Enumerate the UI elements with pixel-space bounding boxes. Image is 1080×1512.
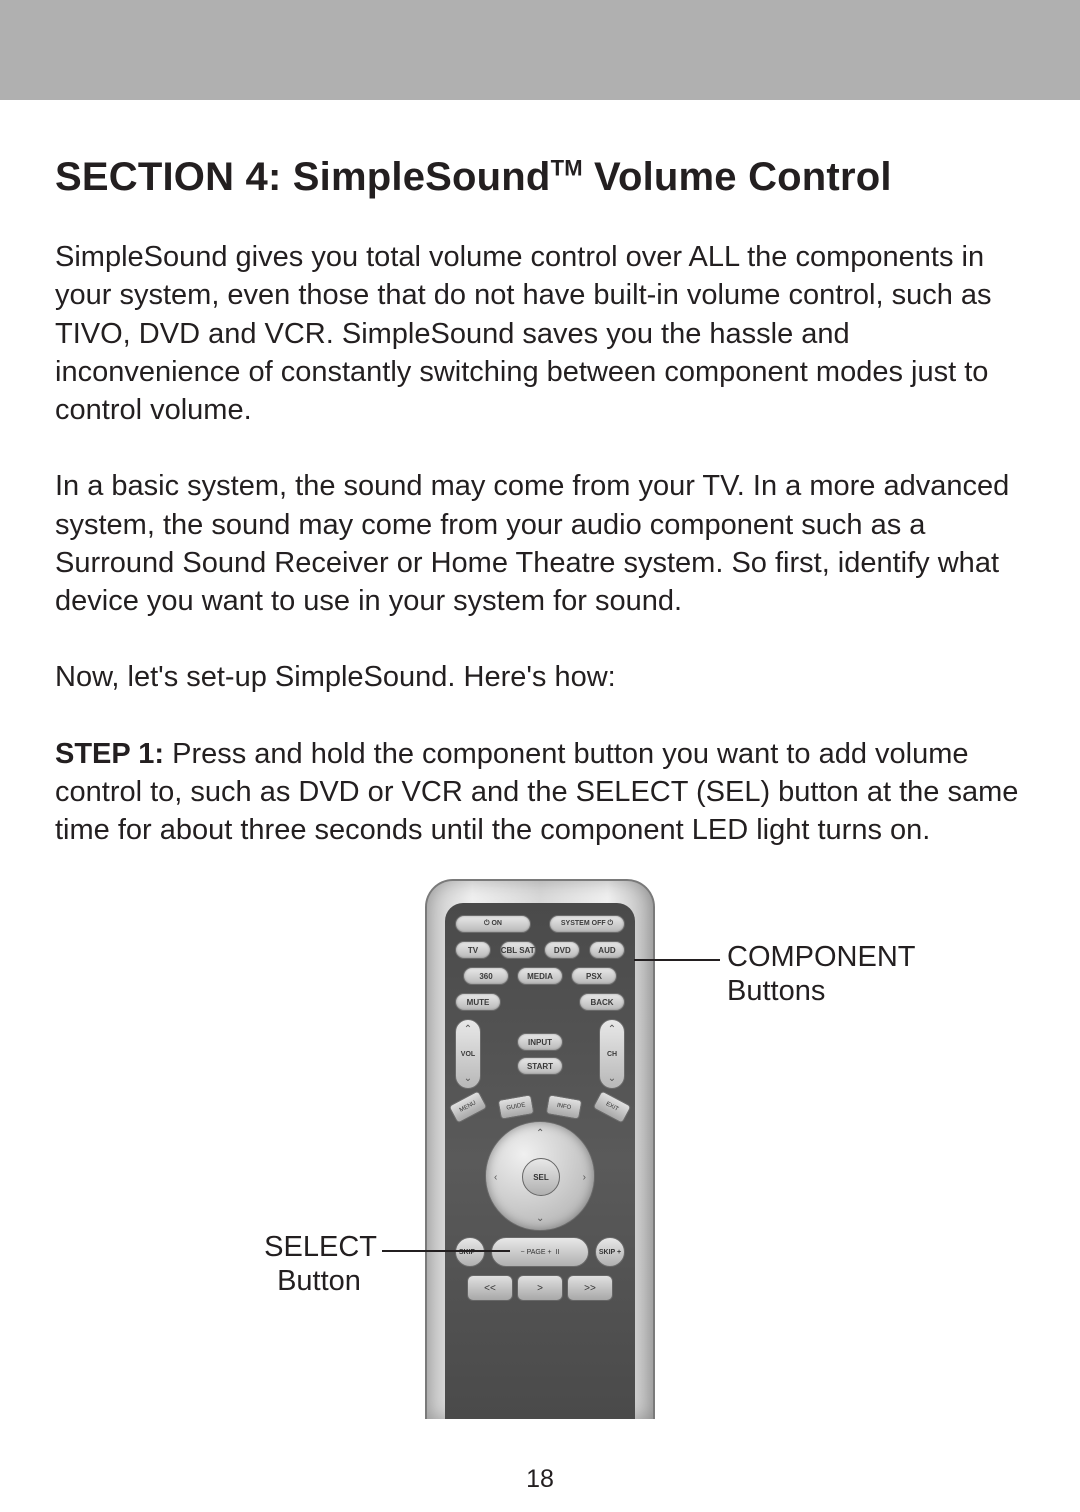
dpad-down-icon: ⌄ [536, 1213, 544, 1224]
system-off-button: SYSTEM OFF ⏻ [549, 915, 625, 933]
heading-tm: TM [551, 156, 583, 181]
on-button: ⏻ ON [455, 915, 531, 933]
callout-line-select [382, 1250, 510, 1252]
row-mute-back: MUTE BACK [455, 993, 625, 1011]
callout-component: COMPONENT Buttons [727, 941, 916, 1008]
exit-button: EXIT [592, 1091, 631, 1125]
x360-button: 360 [463, 967, 509, 985]
psx-button: PSX [571, 967, 617, 985]
page-label: − PAGE + [521, 1249, 552, 1256]
dpad-left-icon: ‹ [494, 1172, 497, 1183]
menu-button: MENU [448, 1091, 487, 1125]
ch-label: CH [607, 1051, 617, 1058]
rewind-button: << [467, 1275, 513, 1301]
heading-pre: SECTION 4: SimpleSound [55, 155, 551, 199]
vol-up-icon: ⌃ [464, 1024, 472, 1035]
vol-rocker: ⌃ VOL ⌄ [455, 1019, 481, 1089]
section-heading: SECTION 4: SimpleSoundTM Volume Control [55, 155, 1025, 200]
header-bar [0, 0, 1080, 100]
input-start-col: INPUT START [517, 1033, 563, 1075]
skip-minus-button: SKIP − [455, 1237, 485, 1267]
callout-component-l1: COMPONENT [727, 941, 916, 973]
callout-select: SELECT Button [261, 1231, 377, 1298]
select-button: SEL [522, 1158, 560, 1196]
ch-down-icon: ⌄ [608, 1073, 616, 1084]
paragraph-1: SimpleSound gives you total volume contr… [55, 238, 1025, 429]
start-button: START [517, 1057, 563, 1075]
ch-rocker: ⌃ CH ⌄ [599, 1019, 625, 1089]
skip-plus-button: SKIP + [595, 1237, 625, 1267]
page-number: 18 [0, 1465, 1080, 1494]
mute-button: MUTE [455, 993, 501, 1011]
aud-button: AUD [589, 941, 625, 959]
page-pause-bar: − PAGE + II [491, 1237, 589, 1267]
page-content: SECTION 4: SimpleSoundTM Volume Control … [0, 100, 1080, 1439]
row-components-2: 360 MEDIA PSX [455, 967, 625, 985]
vol-label: VOL [461, 1051, 475, 1058]
back-button: BACK [579, 993, 625, 1011]
dpad-right-icon: › [583, 1172, 586, 1183]
row-vol-ch: ⌃ VOL ⌄ INPUT START ⌃ CH ⌄ [455, 1019, 625, 1089]
row-skip-page: SKIP − − PAGE + II SKIP + [455, 1237, 625, 1267]
input-button: INPUT [517, 1033, 563, 1051]
paragraph-3: Now, let's set-up SimpleSound. Here's ho… [55, 658, 1025, 696]
paragraph-2: In a basic system, the sound may come fr… [55, 467, 1025, 620]
play-button: > [517, 1275, 563, 1301]
dpad-up-icon: ⌃ [536, 1128, 544, 1139]
callout-select-l2: Button [261, 1265, 377, 1298]
tv-button: TV [455, 941, 491, 959]
row-components-1: TV CBL SAT DVD AUD [455, 941, 625, 959]
callout-component-l2: Buttons [727, 975, 825, 1007]
ffwd-button: >> [567, 1275, 613, 1301]
remote-illustration: ⏻ ON SYSTEM OFF ⏻ TV CBL SAT DVD AUD 360… [425, 879, 655, 1419]
step-1-text: Press and hold the component button you … [55, 738, 1018, 847]
guide-button: GUIDE [498, 1095, 535, 1121]
figure: ⏻ ON SYSTEM OFF ⏻ TV CBL SAT DVD AUD 360… [55, 879, 1025, 1439]
cbl-sat-button: CBL SAT [500, 941, 536, 959]
dpad: ⌃ ⌄ ‹ › SEL [485, 1121, 595, 1231]
heading-post: Volume Control [583, 155, 892, 199]
step-1: STEP 1: Press and hold the component but… [55, 735, 1025, 850]
media-button: MEDIA [517, 967, 563, 985]
dvd-button: DVD [544, 941, 580, 959]
row-menu-guide-info-exit: MENU GUIDE INFO EXIT [451, 1097, 629, 1117]
callout-select-l1: SELECT [264, 1231, 377, 1263]
remote-face: ⏻ ON SYSTEM OFF ⏻ TV CBL SAT DVD AUD 360… [445, 903, 635, 1419]
step-1-label: STEP 1: [55, 738, 164, 770]
row-power: ⏻ ON SYSTEM OFF ⏻ [455, 915, 625, 933]
vol-down-icon: ⌄ [464, 1073, 472, 1084]
pause-label: II [556, 1249, 560, 1256]
ch-up-icon: ⌃ [608, 1024, 616, 1035]
row-transport: << > >> [455, 1275, 625, 1301]
callout-line-component [634, 959, 720, 961]
info-button: INFO [546, 1095, 583, 1121]
